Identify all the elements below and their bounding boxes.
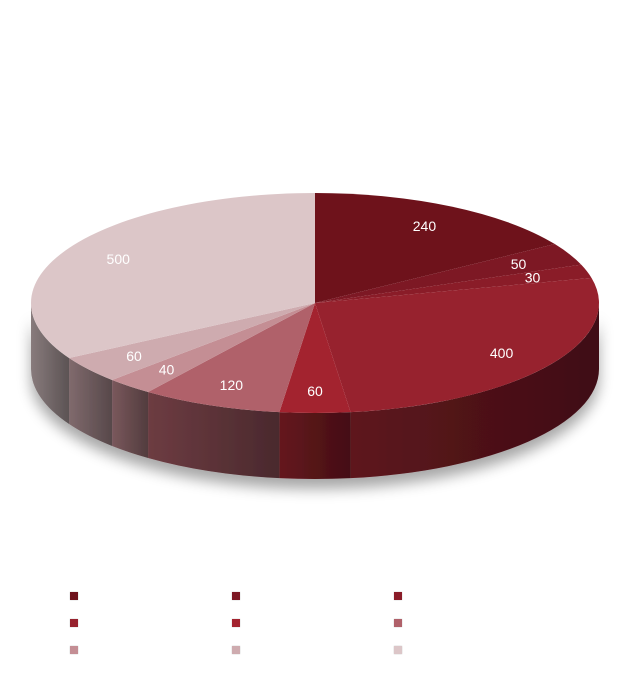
legend-swatch (232, 619, 240, 627)
legend-swatch (394, 619, 402, 627)
pie-slice-3 (315, 264, 592, 303)
pie-slice-side-9 (31, 303, 70, 424)
data-label-4: 400 (490, 345, 514, 361)
pie-slice-7 (112, 303, 316, 392)
legend (70, 588, 590, 668)
legend-item-3 (394, 588, 544, 604)
data-label-5: 60 (307, 383, 323, 399)
pie-sides (31, 303, 599, 480)
pie-slice-8 (69, 303, 315, 380)
legend-item-4 (70, 615, 220, 631)
data-label-6: 120 (220, 377, 244, 393)
data-label-1: 240 (413, 218, 437, 234)
legend-swatch (70, 592, 78, 600)
pie-slice-side-5 (279, 412, 351, 480)
legend-swatch (394, 646, 402, 654)
data-label-9: 500 (107, 251, 131, 267)
legend-item-2 (232, 588, 382, 604)
data-label-7: 40 (159, 362, 175, 378)
legend-item-9 (394, 642, 544, 658)
pie-shadow (31, 303, 599, 480)
legend-swatch (232, 592, 240, 600)
pie-slice-side-7 (112, 379, 149, 458)
pie-slice-side-6 (148, 391, 280, 479)
pie-slice-5 (279, 303, 351, 414)
legend-item-8 (232, 642, 382, 658)
pie-slice-1 (315, 193, 555, 303)
pie-tops (31, 193, 599, 414)
legend-swatch (70, 646, 78, 654)
data-label-2: 50 (511, 256, 527, 272)
pie-slice-2 (315, 244, 582, 303)
legend-swatch (70, 619, 78, 627)
pie-slice-9 (31, 193, 315, 358)
legend-item-5 (232, 615, 382, 631)
legend-swatch (394, 592, 402, 600)
pie-slice-side-4 (350, 303, 599, 479)
data-label-8: 60 (126, 348, 142, 364)
pie-slice-6 (148, 303, 315, 413)
legend-item-7 (70, 642, 220, 658)
legend-item-1 (70, 588, 220, 604)
pie-slice-4 (315, 277, 599, 413)
pie-slice-side-8 (69, 358, 113, 446)
data-label-3: 30 (525, 270, 541, 286)
legend-swatch (232, 646, 240, 654)
legend-item-6 (394, 615, 544, 631)
